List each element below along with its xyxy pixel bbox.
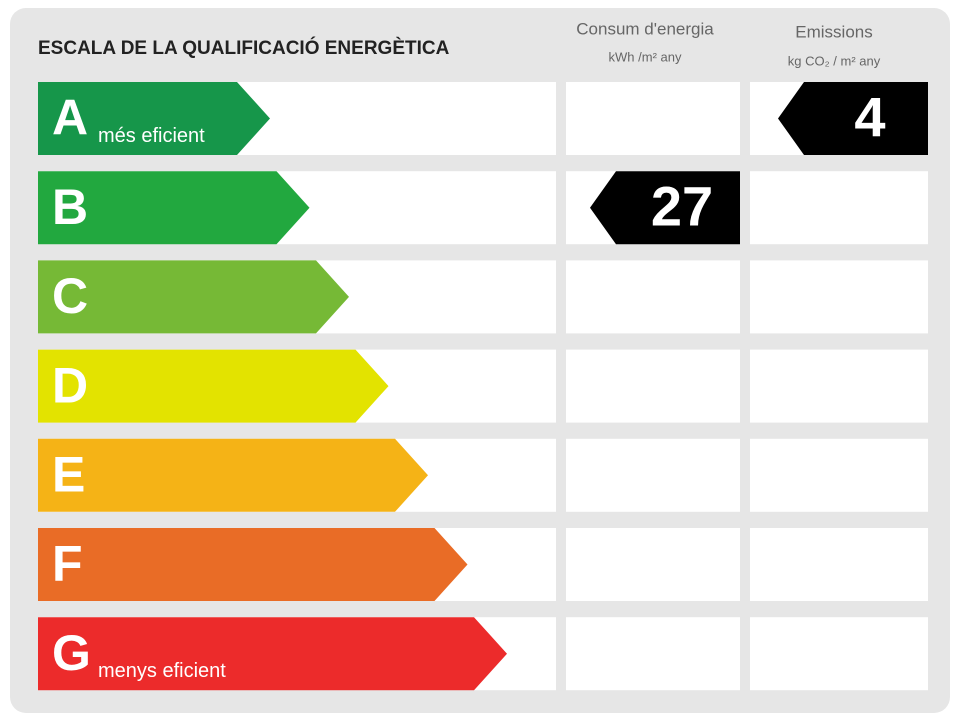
class-letter: G <box>52 625 91 681</box>
indicator-arrow <box>778 82 928 155</box>
column-unit: kWh /m² any <box>609 49 682 64</box>
class-arrow <box>38 260 349 334</box>
row-cell <box>566 349 740 423</box>
row-cell <box>566 438 740 512</box>
class-arrow <box>38 528 468 601</box>
class-letter: B <box>52 179 88 235</box>
row-cell <box>750 528 928 601</box>
indicator-value: 27 <box>651 174 713 237</box>
class-note: més eficient <box>98 125 205 147</box>
class-note: menys eficient <box>98 660 226 682</box>
column-header: Consum d'energia <box>576 19 714 38</box>
row-cell <box>566 260 740 334</box>
class-letter: C <box>52 268 88 324</box>
column-unit: kg CO₂ / m² any <box>788 53 881 68</box>
class-arrow <box>38 82 270 155</box>
column-header: Emissions <box>795 22 872 41</box>
class-arrow <box>38 438 428 512</box>
indicator-arrow <box>590 171 740 245</box>
row-cell <box>566 617 740 691</box>
row-cell <box>750 260 928 334</box>
row-cell <box>566 82 740 155</box>
class-arrow <box>38 171 310 245</box>
indicator-value: 4 <box>854 85 885 148</box>
row-cell <box>750 617 928 691</box>
class-arrow <box>38 617 507 691</box>
class-letter: F <box>52 536 83 592</box>
title: ESCALA DE LA QUALIFICACIÓ ENERGÈTICA <box>38 37 450 59</box>
class-letter: E <box>52 447 85 503</box>
class-letter: A <box>52 90 88 146</box>
row-cell <box>750 438 928 512</box>
class-letter: D <box>52 357 88 413</box>
class-arrow <box>38 349 389 423</box>
row-cell <box>750 171 928 245</box>
row-cell <box>750 349 928 423</box>
row-cell <box>566 528 740 601</box>
